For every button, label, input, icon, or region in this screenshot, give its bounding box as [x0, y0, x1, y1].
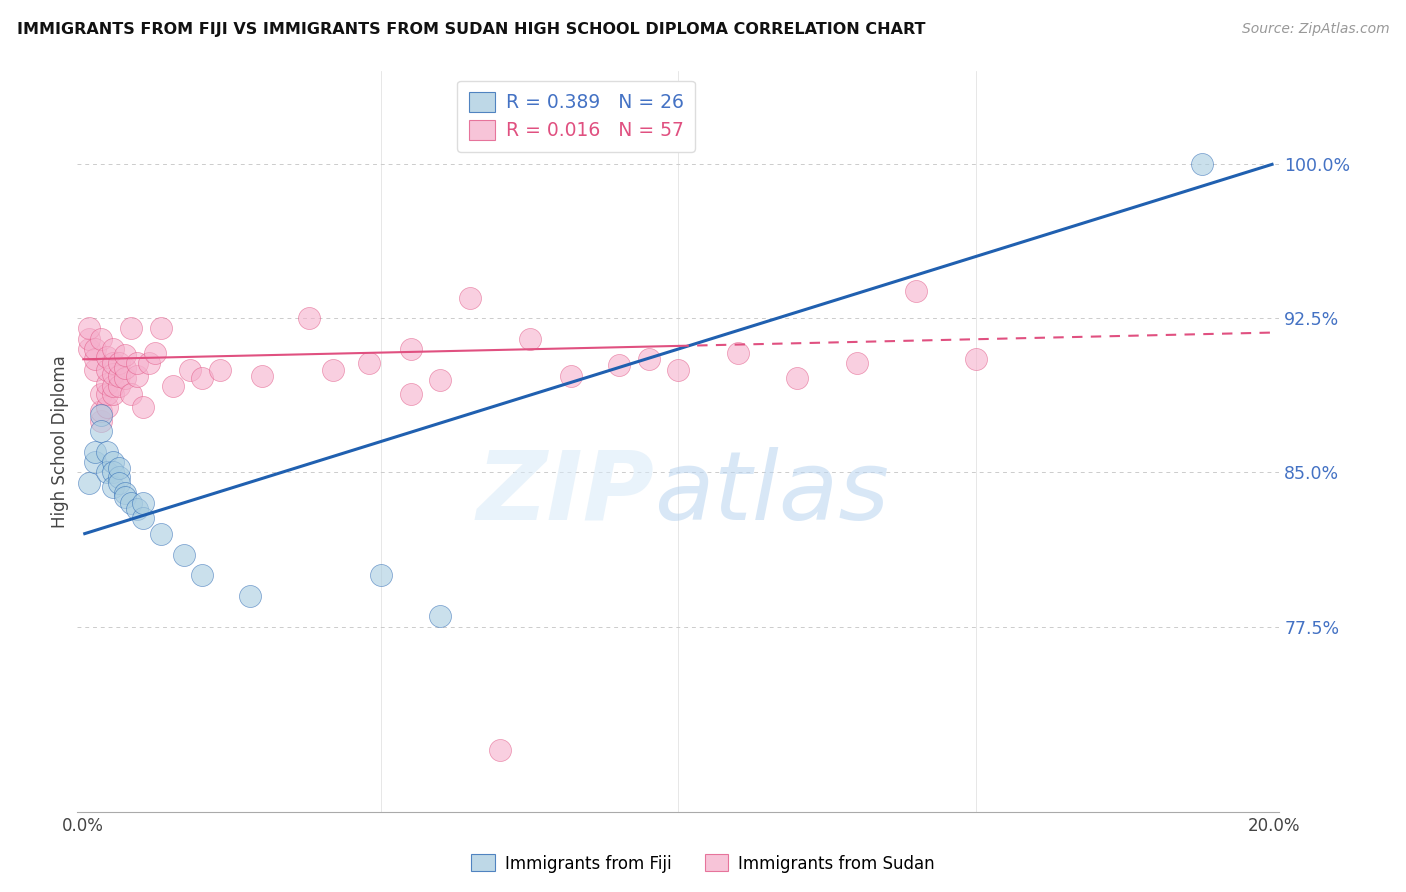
Point: [668, 362, 690, 376]
Point: [77, 475, 100, 490]
Point: [1191, 157, 1213, 171]
Point: [399, 387, 422, 401]
Point: [101, 480, 124, 494]
Point: [143, 346, 166, 360]
Point: [519, 332, 541, 346]
Point: [96, 387, 118, 401]
Point: [370, 568, 392, 582]
Point: [90, 332, 112, 346]
Point: [429, 609, 451, 624]
Point: [489, 743, 512, 757]
Point: [90, 408, 112, 422]
Point: [114, 486, 136, 500]
Point: [149, 321, 172, 335]
Point: [162, 379, 184, 393]
Point: [114, 348, 136, 362]
Legend: Immigrants from Fiji, Immigrants from Sudan: Immigrants from Fiji, Immigrants from Su…: [465, 847, 941, 880]
Point: [96, 445, 118, 459]
Point: [149, 527, 172, 541]
Point: [101, 342, 124, 356]
Point: [120, 496, 142, 510]
Text: IMMIGRANTS FROM FIJI VS IMMIGRANTS FROM SUDAN HIGH SCHOOL DIPLOMA CORRELATION CH: IMMIGRANTS FROM FIJI VS IMMIGRANTS FROM …: [17, 22, 925, 37]
Point: [399, 342, 422, 356]
Point: [125, 356, 148, 370]
Point: [84, 362, 107, 376]
Point: [322, 362, 344, 376]
Point: [727, 346, 749, 360]
Point: [84, 342, 107, 356]
Point: [108, 368, 131, 383]
Point: [114, 360, 136, 375]
Text: ZIP: ZIP: [477, 447, 654, 540]
Point: [209, 362, 232, 376]
Point: [90, 403, 112, 417]
Point: [637, 352, 659, 367]
Text: Source: ZipAtlas.com: Source: ZipAtlas.com: [1241, 22, 1389, 37]
Y-axis label: High School Diploma: High School Diploma: [51, 355, 69, 528]
Point: [96, 350, 118, 364]
Point: [560, 368, 582, 383]
Point: [250, 368, 273, 383]
Point: [84, 352, 107, 367]
Point: [96, 466, 118, 480]
Point: [905, 285, 928, 299]
Point: [458, 291, 481, 305]
Point: [101, 387, 124, 401]
Point: [101, 455, 124, 469]
Legend: R = 0.389   N = 26, R = 0.016   N = 57: R = 0.389 N = 26, R = 0.016 N = 57: [457, 81, 695, 152]
Point: [132, 400, 155, 414]
Point: [114, 371, 136, 385]
Point: [965, 352, 987, 367]
Point: [191, 371, 214, 385]
Point: [120, 387, 142, 401]
Point: [90, 424, 112, 438]
Point: [607, 359, 630, 373]
Point: [108, 469, 131, 483]
Point: [125, 502, 148, 516]
Point: [357, 356, 380, 370]
Text: atlas: atlas: [654, 447, 890, 540]
Point: [114, 490, 136, 504]
Point: [101, 367, 124, 381]
Point: [101, 466, 124, 480]
Point: [125, 368, 148, 383]
Point: [84, 445, 107, 459]
Point: [77, 342, 100, 356]
Point: [96, 362, 118, 376]
Point: [96, 400, 118, 414]
Point: [191, 568, 214, 582]
Point: [90, 387, 112, 401]
Point: [101, 356, 124, 370]
Point: [108, 356, 131, 370]
Point: [101, 379, 124, 393]
Point: [132, 510, 155, 524]
Point: [108, 475, 131, 490]
Point: [96, 376, 118, 391]
Point: [786, 371, 808, 385]
Point: [239, 589, 262, 603]
Point: [108, 461, 131, 475]
Point: [77, 321, 100, 335]
Point: [173, 548, 195, 562]
Point: [179, 362, 201, 376]
Point: [429, 373, 451, 387]
Point: [90, 414, 112, 428]
Point: [298, 311, 321, 326]
Point: [138, 356, 160, 370]
Point: [120, 321, 142, 335]
Point: [132, 496, 155, 510]
Point: [77, 332, 100, 346]
Point: [84, 455, 107, 469]
Point: [845, 356, 868, 370]
Point: [108, 379, 131, 393]
